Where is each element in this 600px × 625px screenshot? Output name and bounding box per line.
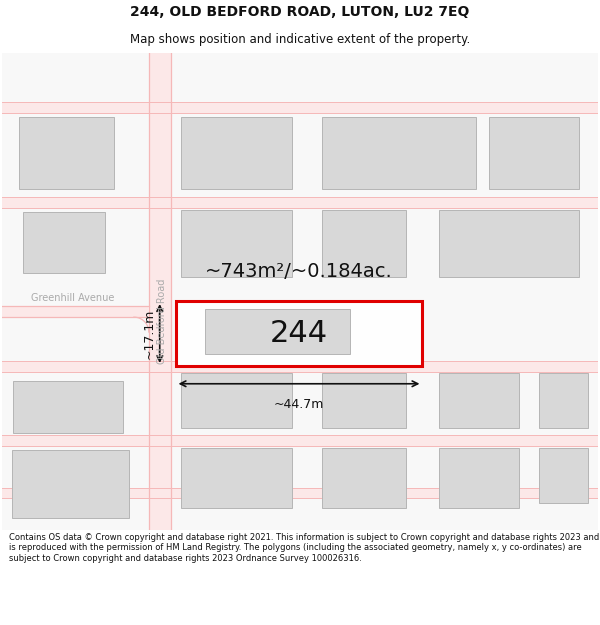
Bar (205, 309, 350, 354)
Bar (2, 488, 598, 498)
Bar (2, 361, 598, 372)
Bar (439, 373, 519, 428)
Text: ~743m²/~0.184ac.: ~743m²/~0.184ac. (205, 262, 393, 281)
Text: Map shows position and indicative extent of the property.: Map shows position and indicative extent… (130, 33, 470, 46)
Text: Greenhill Avenue: Greenhill Avenue (31, 293, 115, 303)
Bar (489, 117, 578, 189)
Bar (539, 448, 589, 503)
Bar (19, 117, 114, 189)
Bar (181, 448, 292, 508)
Text: 244, OLD BEDFORD ROAD, LUTON, LU2 7EQ: 244, OLD BEDFORD ROAD, LUTON, LU2 7EQ (130, 4, 470, 19)
Bar (539, 373, 589, 428)
Bar (2, 102, 598, 113)
Text: Contains OS data © Crown copyright and database right 2021. This information is : Contains OS data © Crown copyright and d… (9, 533, 599, 563)
Bar (149, 52, 170, 530)
Bar (181, 209, 292, 278)
Bar (439, 448, 519, 508)
Bar (2, 306, 149, 317)
Bar (11, 451, 129, 518)
Text: ~44.7m: ~44.7m (274, 398, 324, 411)
Bar (13, 381, 123, 432)
Bar (439, 209, 578, 278)
Bar (322, 209, 406, 278)
Bar (322, 373, 406, 428)
Bar (23, 212, 105, 273)
Bar (322, 117, 476, 189)
Bar (2, 197, 598, 208)
Bar (176, 301, 422, 366)
Text: 244: 244 (270, 319, 328, 348)
Bar (322, 448, 406, 508)
Bar (2, 436, 598, 446)
Text: Old Bedford Road: Old Bedford Road (157, 278, 167, 364)
Text: ~17.1m: ~17.1m (143, 308, 156, 359)
Bar (181, 117, 292, 189)
Bar (181, 373, 292, 428)
